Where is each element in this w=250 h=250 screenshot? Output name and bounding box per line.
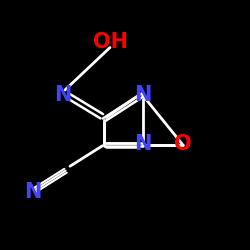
Text: N: N bbox=[134, 85, 151, 105]
Text: N: N bbox=[134, 134, 151, 154]
Text: N: N bbox=[54, 85, 71, 105]
Text: N: N bbox=[24, 182, 41, 203]
Text: OH: OH bbox=[92, 32, 128, 52]
Text: O: O bbox=[174, 134, 191, 154]
